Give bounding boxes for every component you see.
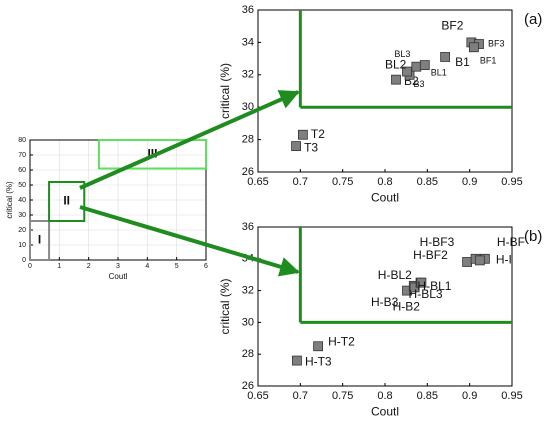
x-tick-label: 0.9 [462,176,477,188]
x-tick-label: 0.95 [501,390,522,402]
point-label: BL1 [431,67,447,77]
point-label: BF3 [488,38,505,48]
x-tick-label: 0.75 [332,176,353,188]
y-tick-label: 30 [242,316,254,328]
region-box [29,220,51,261]
y-tick-label: 36 [242,221,254,233]
point [474,255,485,266]
point [416,277,427,288]
x-tick-label: 3 [116,263,120,270]
y-tick-label: 10 [18,242,26,249]
panel-tag: (a) [524,11,542,28]
y-axis-label: critical (%) [218,63,232,119]
point-label: H-BL2 [378,268,412,282]
point [291,141,302,151]
x-axis-label: Coutl [109,272,128,281]
x-tick-label: 0.95 [501,176,522,188]
x-tick-label: 1 [57,263,61,270]
y-tick-label: 60 [18,167,26,174]
y-tick-label: 30 [242,101,254,113]
x-tick-label: 5 [175,263,179,270]
point-label: H-BL3 [409,287,443,301]
point-label: H-T3 [305,355,332,369]
point-label: BF1 [480,56,497,66]
x-tick-label: 0.7 [293,176,308,188]
y-tick-label: 20 [18,227,26,234]
point-label: H-BF2 [413,248,448,262]
y-tick-label: 26 [242,166,254,178]
arrow [79,205,300,277]
y-tick-label: 80 [18,137,26,144]
x-tick-label: 0 [28,263,32,270]
y-axis-label: critical (%) [5,181,14,219]
y-tick-label: 28 [242,134,254,146]
y-tick-label: 50 [18,182,26,189]
point-label: BL3 [394,49,410,59]
point [468,42,479,53]
point-label: H-BF3 [420,235,455,249]
panel-tag: (b) [524,228,542,245]
point [313,341,324,352]
region-label: III [147,146,157,160]
point-label: T2 [311,127,325,141]
x-tick-label: 0.85 [417,390,438,402]
x-axis-label: Coutl [371,191,399,205]
y-tick-label: 32 [242,285,254,297]
x-tick-label: 0.65 [247,390,268,402]
y-tick-label: 70 [18,152,26,159]
x-tick-label: 0.7 [293,390,308,402]
y-tick-label: 36 [242,4,254,16]
point [391,74,401,85]
y-tick-label: 40 [18,197,26,204]
region-box [48,181,86,222]
y-tick-label: 34 [242,36,254,48]
point-label: H-T2 [328,334,355,348]
point [462,257,473,267]
point [411,61,422,72]
x-tick-label: 4 [145,263,149,270]
y-tick-label: 28 [242,348,254,360]
plot-frame [257,9,513,173]
point [292,355,302,366]
point-label: BL2 [385,58,407,72]
y-tick-label: 32 [242,69,254,81]
region-label: II [63,194,70,208]
region-box [97,139,207,170]
point-label: H-I [496,253,512,267]
region-label: I [38,233,41,247]
point-label: BF2 [441,19,463,33]
plot-frame [257,226,513,387]
x-tick-label: 0.8 [377,390,392,402]
point-label: H-BL1 [417,279,451,293]
x-tick-label: 0.85 [417,176,438,188]
x-tick-label: 0.75 [332,390,353,402]
point-label: B1 [455,55,470,69]
y-tick-label: 0 [22,257,26,264]
x-tick-label: 0.8 [377,176,392,188]
point [297,129,308,140]
point [419,60,430,70]
point-label: H-B2 [393,300,421,314]
point [440,52,451,62]
x-axis-label: Coutl [371,405,399,419]
y-tick-label: 26 [242,380,254,392]
point-label: H-B3 [371,295,399,309]
y-tick-label: 30 [18,212,26,219]
x-tick-label: 0.9 [462,390,477,402]
point-label: H-BF [497,235,525,249]
x-tick-label: 6 [204,263,208,270]
x-tick-label: 2 [87,263,91,270]
point-label: T3 [304,140,318,154]
arrow [79,90,300,190]
y-axis-label: critical (%) [218,278,232,334]
x-tick-label: 0.65 [247,176,268,188]
point-label: B3 [414,79,425,89]
